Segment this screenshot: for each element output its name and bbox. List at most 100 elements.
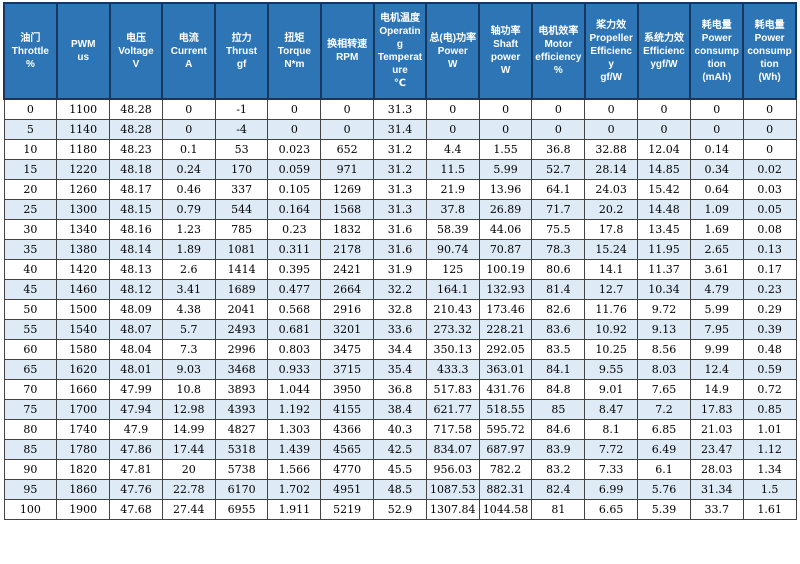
cell-thrust: 4393 bbox=[214, 398, 269, 420]
table-row: 45 1460 48.12 3.41 1689 0.477 2664 32.2 164.1 132… bbox=[3, 278, 797, 300]
cell-temperature: 31.9 bbox=[373, 258, 427, 280]
table-row: 85 1780 47.86 17.44 5318 1.439 4565 42.5 834.07 6… bbox=[3, 438, 797, 460]
table-body: 0 1100 48.28 0 -1 0 0 31.3 0 0 0 0 0 0 0 5 1140 48.28 0 -4 0… bbox=[3, 98, 797, 520]
cell-pwm: 1540 bbox=[56, 318, 111, 340]
cell-pwm: 1700 bbox=[56, 398, 111, 420]
cell-total-power: 125 bbox=[425, 258, 480, 280]
cell-consumption-wh: 0.29 bbox=[742, 298, 797, 320]
cell-current: 4.38 bbox=[161, 298, 216, 320]
cell-consumption-mah: 28.03 bbox=[689, 458, 744, 480]
cell-torque: 0.568 bbox=[267, 298, 322, 320]
cell-temperature: 31.3 bbox=[373, 178, 427, 200]
cell-pwm: 1300 bbox=[56, 198, 111, 220]
column-header-consumption-wh: 耗电量 Power consumption (Wh) bbox=[742, 2, 797, 100]
cell-temperature: 34.4 bbox=[373, 338, 427, 360]
cell-pwm: 1140 bbox=[56, 118, 111, 140]
cell-rpm: 1568 bbox=[320, 198, 375, 220]
table-row: 100 1900 47.68 27.44 6955 1.911 5219 52.9 1307.8… bbox=[3, 498, 797, 520]
cell-consumption-mah: 2.65 bbox=[689, 238, 744, 260]
cell-rpm: 1269 bbox=[320, 178, 375, 200]
cell-total-power: 350.13 bbox=[425, 338, 480, 360]
column-header-voltage: 电压 Voltage V bbox=[108, 2, 164, 100]
table-header-row: 油门 Throttle % PWM us 电压 Voltage V 电流 Curren… bbox=[3, 2, 797, 100]
cell-pwm: 1900 bbox=[56, 498, 111, 520]
column-header-torque: 扭矩 Torque N*m bbox=[266, 2, 322, 100]
table-row: 60 1580 48.04 7.3 2996 0.803 3475 34.4 350.13 292… bbox=[3, 338, 797, 360]
cell-thrust: 2996 bbox=[214, 338, 269, 360]
cell-shaft-power: 687.97 bbox=[478, 438, 533, 460]
cell-current: 0.79 bbox=[161, 198, 216, 220]
cell-shaft-power: 228.21 bbox=[478, 318, 533, 340]
cell-consumption-wh: 0.17 bbox=[742, 258, 797, 280]
cell-propeller-efficiency: 20.2 bbox=[584, 198, 639, 220]
cell-throttle: 50 bbox=[3, 298, 58, 320]
cell-voltage: 48.15 bbox=[109, 198, 163, 220]
cell-total-power: 834.07 bbox=[425, 438, 480, 460]
cell-voltage: 47.76 bbox=[109, 478, 163, 500]
cell-current: 0 bbox=[161, 118, 216, 140]
cell-throttle: 70 bbox=[3, 378, 58, 400]
cell-system-efficiency: 7.65 bbox=[637, 378, 691, 400]
cell-throttle: 60 bbox=[3, 338, 58, 360]
cell-current: 1.23 bbox=[161, 218, 216, 240]
cell-shaft-power: 0 bbox=[478, 118, 533, 140]
cell-consumption-wh: 1.01 bbox=[742, 418, 797, 440]
cell-current: 20 bbox=[161, 458, 216, 480]
cell-consumption-wh: 0.39 bbox=[742, 318, 797, 340]
table-row: 5 1140 48.28 0 -4 0 0 31.4 0 0 0 0 0 0 0 bbox=[3, 118, 797, 140]
cell-consumption-wh: 0 bbox=[742, 118, 797, 140]
cell-pwm: 1380 bbox=[56, 238, 111, 260]
cell-pwm: 1180 bbox=[56, 138, 111, 160]
cell-voltage: 48.13 bbox=[109, 258, 163, 280]
cell-temperature: 33.6 bbox=[373, 318, 427, 340]
cell-voltage: 48.18 bbox=[109, 158, 163, 180]
cell-total-power: 621.77 bbox=[425, 398, 480, 420]
cell-motor-efficiency: 81 bbox=[531, 498, 586, 520]
cell-throttle: 80 bbox=[3, 418, 58, 440]
cell-rpm: 4770 bbox=[320, 458, 375, 480]
cell-thrust: 4827 bbox=[214, 418, 269, 440]
cell-throttle: 90 bbox=[3, 458, 58, 480]
table-row: 70 1660 47.99 10.8 3893 1.044 3950 36.8 517.83 43… bbox=[3, 378, 797, 400]
cell-throttle: 65 bbox=[3, 358, 58, 380]
table-row: 30 1340 48.16 1.23 785 0.23 1832 31.6 58.39 44.06… bbox=[3, 218, 797, 240]
cell-consumption-mah: 0.64 bbox=[689, 178, 744, 200]
cell-system-efficiency: 5.39 bbox=[637, 498, 691, 520]
cell-consumption-wh: 0 bbox=[742, 98, 797, 120]
cell-torque: 0.681 bbox=[267, 318, 322, 340]
table-row: 90 1820 47.81 20 5738 1.566 4770 45.5 956.03 782.… bbox=[3, 458, 797, 480]
cell-rpm: 652 bbox=[320, 138, 375, 160]
cell-motor-efficiency: 71.7 bbox=[531, 198, 586, 220]
cell-voltage: 48.01 bbox=[109, 358, 163, 380]
cell-consumption-mah: 23.47 bbox=[689, 438, 744, 460]
cell-consumption-wh: 0.05 bbox=[742, 198, 797, 220]
cell-consumption-mah: 17.83 bbox=[689, 398, 744, 420]
table-row: 25 1300 48.15 0.79 544 0.164 1568 31.3 37.8 26.89… bbox=[3, 198, 797, 220]
cell-pwm: 1220 bbox=[56, 158, 111, 180]
cell-system-efficiency: 5.76 bbox=[637, 478, 691, 500]
cell-throttle: 15 bbox=[3, 158, 58, 180]
cell-total-power: 90.74 bbox=[425, 238, 480, 260]
cell-thrust: 6170 bbox=[214, 478, 269, 500]
cell-current: 27.44 bbox=[161, 498, 216, 520]
column-header-motor-efficiency: 电机效率 Motor efficiency % bbox=[530, 2, 586, 100]
cell-torque: 0.477 bbox=[267, 278, 322, 300]
cell-rpm: 4155 bbox=[320, 398, 375, 420]
cell-current: 2.6 bbox=[161, 258, 216, 280]
cell-consumption-wh: 0.72 bbox=[742, 378, 797, 400]
cell-rpm: 3201 bbox=[320, 318, 375, 340]
cell-throttle: 45 bbox=[3, 278, 58, 300]
table-row: 10 1180 48.23 0.1 53 0.023 652 31.2 4.4 1.55 36.8 3… bbox=[3, 138, 797, 160]
cell-motor-efficiency: 64.1 bbox=[531, 178, 586, 200]
table-row: 55 1540 48.07 5.7 2493 0.681 3201 33.6 273.32 228… bbox=[3, 318, 797, 340]
cell-throttle: 35 bbox=[3, 238, 58, 260]
cell-consumption-mah: 14.9 bbox=[689, 378, 744, 400]
cell-shaft-power: 292.05 bbox=[478, 338, 533, 360]
cell-current: 0 bbox=[161, 98, 216, 120]
cell-temperature: 48.5 bbox=[373, 478, 427, 500]
cell-shaft-power: 1.55 bbox=[478, 138, 533, 160]
cell-temperature: 32.8 bbox=[373, 298, 427, 320]
cell-voltage: 48.14 bbox=[109, 238, 163, 260]
cell-system-efficiency: 10.34 bbox=[637, 278, 691, 300]
cell-total-power: 0 bbox=[425, 118, 480, 140]
